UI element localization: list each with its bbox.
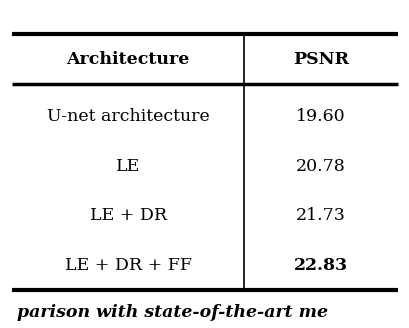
Text: Architecture: Architecture [66, 51, 189, 68]
Text: U-net architecture: U-net architecture [47, 108, 209, 125]
Text: 20.78: 20.78 [295, 158, 345, 175]
Text: parison with state-of-the-art me: parison with state-of-the-art me [17, 304, 327, 321]
Text: 22.83: 22.83 [293, 257, 347, 274]
Text: 21.73: 21.73 [295, 207, 345, 224]
Text: LE + DR: LE + DR [89, 207, 166, 224]
Text: LE + DR + FF: LE + DR + FF [65, 257, 191, 274]
Text: PSNR: PSNR [292, 51, 348, 68]
Text: LE: LE [116, 158, 140, 175]
Text: 19.60: 19.60 [295, 108, 345, 125]
